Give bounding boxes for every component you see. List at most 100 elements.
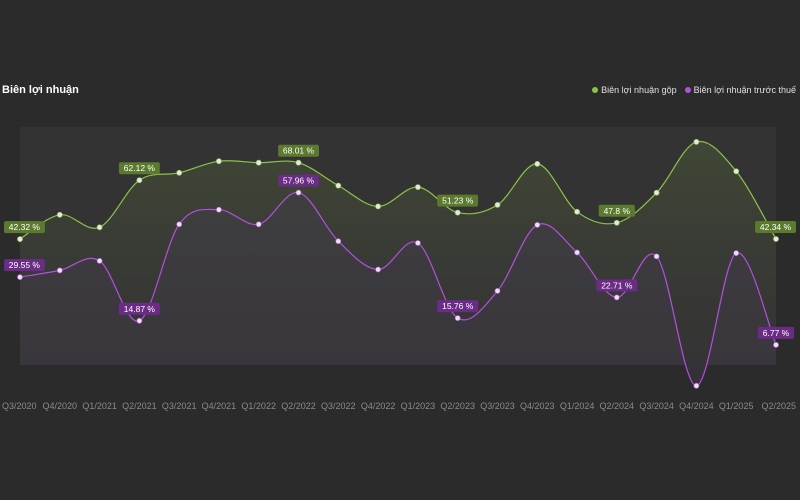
data-label-s1-0: 29.55 % [4,259,45,272]
data-point-s1-9[interactable] [375,266,381,273]
data-point-s0-1[interactable] [56,211,63,218]
x-tick-label-5: Q4/2021 [202,401,237,411]
data-label-s1-3: 14.87 % [118,302,160,315]
data-point-s0-0[interactable] [17,236,23,242]
data-point-s0-19[interactable] [773,236,779,242]
x-tick-label-17: Q4/2024 [679,401,714,411]
data-point-s1-10[interactable] [414,240,421,246]
legend-label-gross: Biên lợi nhuận gộp [601,85,677,95]
x-tick-label-14: Q1/2024 [560,401,595,411]
x-tick-label-6: Q1/2022 [241,401,276,411]
x-tick-label-15: Q2/2024 [600,401,635,411]
data-label-box [437,194,479,207]
data-point-s1-14[interactable] [574,249,580,256]
data-point-s0-4[interactable] [176,169,183,176]
data-label-text: 51.23 % [442,196,474,206]
data-point-s0-11[interactable] [454,209,461,216]
data-point-s0-3[interactable] [136,177,143,184]
x-tick-label-16: Q3/2024 [639,401,674,411]
data-point-s0-18[interactable] [733,168,740,175]
x-tick-label-7: Q2/2022 [281,401,316,411]
data-point-s1-1[interactable] [56,267,63,274]
data-point-s0-2[interactable] [96,224,103,231]
data-point-s1-4[interactable] [176,221,183,228]
data-point-s0-12[interactable] [494,201,501,208]
x-tick-label-1: Q4/2020 [43,401,78,411]
data-label-text: 68.01 % [283,146,315,156]
data-label-text: 6.77 % [763,328,790,338]
data-point-s1-16[interactable] [653,253,660,260]
data-point-s1-13[interactable] [534,221,541,228]
data-point-s0-13[interactable] [534,160,541,167]
legend-dot-gross [592,87,599,93]
data-label-text: 22.71 % [601,280,633,290]
data-point-s1-0[interactable] [17,274,23,280]
legend-item-pretax[interactable]: Biên lợi nhuận trước thuế [684,85,796,95]
data-label-text: 42.32 % [9,222,41,232]
legend-item-gross[interactable]: Biên lợi nhuận gộp [592,85,677,95]
data-label-s0-3: 62.12 % [118,162,160,175]
data-label-box [598,204,635,217]
data-label-s0-7: 68.01 % [278,144,319,157]
data-point-s0-8[interactable] [335,182,342,189]
data-label-box [278,144,319,157]
data-point-s1-19[interactable] [773,341,779,348]
data-point-s1-17[interactable] [693,382,700,389]
data-label-s0-0: 42.32 % [4,221,45,234]
data-label-box [118,162,160,175]
data-label-box [4,259,45,272]
data-label-text: 62.12 % [124,163,156,173]
data-point-s1-2[interactable] [96,257,103,264]
data-label-s0-19: 42.34 % [755,221,796,233]
data-label-text: 15.76 % [442,301,474,311]
data-label-text: 14.87 % [124,304,156,314]
legend: Biên lợi nhuận gộp Biên lợi nhuận trước … [592,85,796,95]
data-point-s1-3[interactable] [136,317,143,324]
data-label-box [4,221,45,234]
x-tick-label-2: Q1/2021 [82,401,117,411]
x-tick-label-11: Q2/2023 [440,401,475,411]
data-point-s0-14[interactable] [574,208,580,215]
legend-dot-pretax [684,87,691,93]
data-point-s0-5[interactable] [215,158,222,165]
data-point-s1-12[interactable] [494,287,501,294]
data-label-s0-15: 47.8 % [598,204,635,217]
data-label-s0-11: 51.23 % [437,194,479,207]
data-label-text: 29.55 % [9,260,41,270]
x-tick-label-0: Q3/2020 [2,401,37,411]
data-label-box [278,174,319,187]
data-label-box [757,326,795,339]
data-point-s1-18[interactable] [733,250,740,256]
data-label-box [437,300,479,313]
data-point-s1-7[interactable] [295,189,302,196]
data-point-s1-8[interactable] [335,238,342,245]
legend-label-pretax: Biên lợi nhuận trước thuế [693,85,796,95]
data-label-box [596,279,638,292]
data-label-box [755,221,796,233]
x-tick-label-4: Q3/2021 [162,401,197,411]
x-tick-label-8: Q3/2022 [321,401,356,411]
data-point-s0-15[interactable] [613,219,620,226]
x-tick-label-10: Q1/2023 [401,401,436,411]
data-point-s0-6[interactable] [255,159,262,166]
data-point-s0-17[interactable] [693,138,700,145]
data-label-text: 42.34 % [760,222,792,232]
data-point-s0-10[interactable] [414,184,421,190]
data-label-text: 47.8 % [604,206,631,216]
data-point-s0-7[interactable] [295,159,302,166]
data-label-box [118,302,160,315]
data-point-s1-11[interactable] [454,315,461,321]
series-area-1 [20,192,776,386]
data-point-s1-5[interactable] [215,206,222,213]
x-tick-label-9: Q4/2022 [361,401,396,411]
data-label-s1-15: 22.71 % [596,279,638,292]
data-point-s1-15[interactable] [613,294,620,301]
data-label-s1-11: 15.76 % [437,300,479,313]
chart-title: Biên lợi nhuận [2,84,79,96]
data-point-s1-6[interactable] [255,221,262,228]
x-tick-label-19: Q2/2025 [761,401,796,411]
data-label-s1-19: 6.77 % [757,326,795,339]
data-point-s0-9[interactable] [375,203,381,210]
data-point-s0-16[interactable] [653,189,660,196]
